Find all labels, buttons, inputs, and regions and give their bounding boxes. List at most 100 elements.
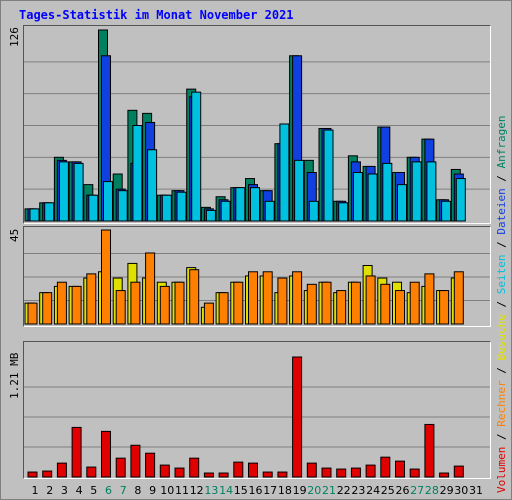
bar-seiten-day-30 [455,178,466,222]
bar-volumen-day-15 [233,461,244,478]
day-label: 9 [149,484,157,497]
bar-seiten-day-15 [235,187,246,222]
bar-rechner-day-16 [248,271,258,325]
bar-seiten-day-21 [323,129,334,222]
bar-rechner-day-12 [189,269,200,325]
day-label: 22 [336,484,351,497]
bar-volumen-day-10 [159,464,170,478]
bar-volumen-day-12 [189,457,200,478]
day-label: 17 [263,484,278,497]
legend-separator: / [495,168,508,189]
bar-volumen-day-13 [203,472,214,478]
bar-volumen-day-17 [262,471,273,478]
legend: Volumen / Rechner / Besuche / Seiten / D… [495,115,508,493]
bar-volumen-day-3 [56,462,67,478]
day-label: 3 [60,484,68,497]
bar-volumen-day-21 [321,467,332,478]
bar-rechner-day-27 [409,281,420,325]
bar-volumen-day-14 [218,472,229,478]
bar-seiten-day-3 [58,161,69,222]
bar-volumen-day-29 [439,472,450,478]
day-label: 11 [175,484,189,497]
bar-volumen-day-18 [277,471,288,478]
day-label: 15 [233,484,248,497]
bar-seiten-day-9 [147,149,158,222]
day-label: 6 [105,484,112,497]
bar-seiten-day-2 [44,202,55,222]
bar-volumen-day-30 [453,465,464,478]
bar-rechner-day-19 [292,271,303,325]
bar-volumen-day-16 [248,462,258,478]
bar-seiten-day-25 [382,162,393,222]
bar-rechner-day-10 [159,285,170,325]
bar-rechner-day-30 [453,271,464,325]
legend-rechner: Rechner [495,380,508,427]
bar-seiten-day-5 [88,194,99,222]
day-label: 7 [119,484,127,497]
bar-volumen-day-6 [101,430,111,478]
bar-volumen-day-4 [71,426,82,478]
day-label: 29 [439,484,454,497]
day-label: 14 [219,484,234,497]
bar-rechner-day-5 [86,273,97,325]
bar-seiten-day-4 [73,162,84,222]
bar-seiten-day-6 [103,181,113,222]
bar-rechner-day-18 [277,277,288,325]
day-label: 26 [395,484,410,497]
bar-seiten-day-29 [441,200,452,222]
day-label: 8 [134,484,142,497]
day-label: 18 [277,484,292,497]
day-label: 25 [380,484,395,497]
bar-volumen-day-25 [380,456,391,478]
bar-rechner-day-23 [350,281,361,325]
day-label: 27 [410,484,425,497]
day-label: 24 [366,484,381,497]
day-label: 10 [160,484,175,497]
bar-rechner-day-21 [321,281,332,325]
bar-rechner-day-2 [42,292,53,325]
bar-seiten-day-16 [250,187,260,222]
bar-rechner-day-14 [218,292,229,325]
bar-volumen-day-28 [424,423,435,478]
bar-seiten-day-8 [132,125,143,222]
bar-rechner-day-17 [262,271,273,325]
bar-rechner-day-26 [395,290,405,325]
legend-anfragen: Anfragen [495,115,508,169]
bar-volumen-day-1 [27,471,38,478]
bar-seiten-day-18 [279,123,290,222]
bar-rechner-day-6 [101,229,111,325]
bar-seiten-day-28 [426,161,437,222]
bar-volumen-day-2 [42,470,53,478]
day-label: 2 [46,484,54,497]
day-label: 12 [189,484,204,497]
day-label: 21 [322,484,336,497]
bar-seiten-day-11 [176,191,187,222]
bar-rechner-day-9 [145,252,156,325]
bar-volumen-day-26 [395,460,405,478]
bar-volumen-day-11 [174,467,185,478]
bar-rechner-day-24 [365,275,376,325]
bar-seiten-day-10 [161,194,172,222]
bar-volumen-day-8 [130,444,141,478]
bar-seiten-day-1 [29,208,40,222]
bar-volumen-day-24 [365,464,376,478]
bar-seiten-day-13 [205,209,216,222]
bar-seiten-day-24 [367,173,378,222]
bar-volumen-day-5 [86,466,97,478]
day-label: 23 [351,484,366,497]
bar-seiten-day-12 [191,91,202,222]
day-label: 5 [90,484,98,497]
bar-volumen-day-22 [336,468,347,478]
bar-seiten-day-22 [338,202,349,222]
bar-seiten-day-17 [264,200,275,222]
bar-volumen-day-23 [350,467,361,478]
bar-rechner-day-4 [71,285,82,325]
day-label: 1 [31,484,39,497]
day-label: 19 [292,484,307,497]
bar-rechner-day-8 [130,281,141,325]
bar-rechner-day-1 [27,302,38,325]
bar-rechner-day-7 [115,290,126,325]
bar-volumen-day-9 [145,452,156,478]
